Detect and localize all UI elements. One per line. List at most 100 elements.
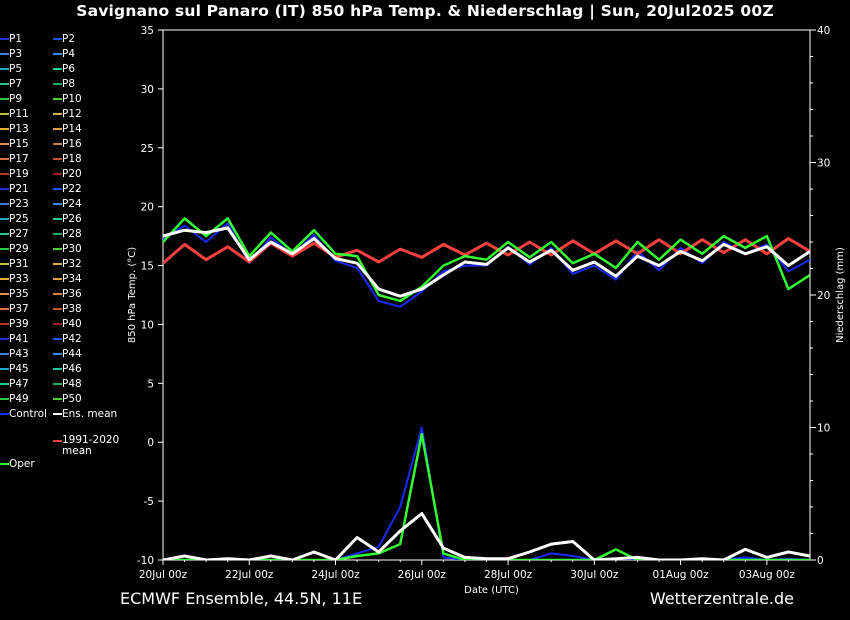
legend-label: P6 [62,63,76,75]
legend-swatch [53,248,62,250]
legend-label: P46 [62,363,82,375]
legend-swatch [53,188,62,190]
legend-label: P24 [62,198,82,210]
legend-swatch [0,383,9,385]
legend-label: P49 [9,393,29,405]
legend-swatch [0,68,9,70]
legend-swatch [53,128,62,130]
legend-label: P10 [62,93,82,105]
legend-label: P9 [9,93,23,105]
legend-swatch [0,38,9,40]
x-tick-label: 24Jul 00z [311,569,360,581]
plot-frame [162,29,811,561]
legend-swatch [53,440,62,442]
x-tick-label: 28Jul 00z [484,569,533,581]
legend-label: P32 [62,258,82,270]
y-tick-label: 0 [147,437,154,449]
legend-label: P28 [62,228,82,240]
legend-label: P11 [9,108,29,120]
y-tick-label: 35 [141,25,154,37]
y-tick-label: 15 [141,261,154,273]
legend-swatch [0,188,9,190]
legend-swatch [53,143,62,145]
legend-swatch [0,203,9,205]
legend-swatch [53,293,62,295]
legend-label: P37 [9,303,29,315]
legend-swatch [53,98,62,100]
legend-swatch [53,368,62,370]
x-tick-label: 01Aug 00z [653,569,710,581]
legend-label: P14 [62,123,82,135]
legend-label: Ens. mean [62,408,118,420]
x-tick-label: 22Jul 00z [225,569,274,581]
legend-label: P23 [9,198,29,210]
legend-label: P40 [62,318,82,330]
legend-swatch [53,173,62,175]
legend-label: P50 [62,393,82,405]
legend-label: P8 [62,78,76,90]
legend-label: P30 [62,243,82,255]
legend-swatch [0,53,9,55]
legend-label: P29 [9,243,29,255]
legend-swatch [53,68,62,70]
legend-label: P17 [9,153,29,165]
legend-swatch [0,323,9,325]
legend-swatch [53,233,62,235]
site-credit: Wetterzentrale.de [649,589,794,608]
legend-label: P38 [62,303,82,315]
legend-label: P45 [9,363,29,375]
legend-label: P35 [9,288,29,300]
legend-label: P42 [62,333,82,345]
legend-swatch [0,248,9,250]
legend-swatch [0,113,9,115]
legend-label: P25 [9,213,29,225]
y-tick-label: -10 [137,555,154,567]
x-axis-label: Date (UTC) [464,585,519,596]
legend-swatch [53,113,62,115]
y2-tick-label: 40 [817,25,830,37]
legend-swatch [53,53,62,55]
legend-swatch [0,278,9,280]
precip-control-line [163,426,810,560]
legend-swatch [0,98,9,100]
legend-label: P27 [9,228,29,240]
legend-label: P15 [9,138,29,150]
legend-swatch [53,323,62,325]
legend-swatch [0,308,9,310]
legend-label: P12 [62,108,82,120]
temp-ens-mean-line [163,226,810,298]
legend-swatch [0,263,9,265]
legend-label: P7 [9,78,23,90]
legend-label: P20 [62,168,82,180]
legend-swatch [0,368,9,370]
legend-swatch [0,398,9,400]
legend-label: P1 [9,33,23,45]
legend-label: P33 [9,273,29,285]
legend-label: P22 [62,183,82,195]
x-tick-label: 03Aug 00z [739,569,796,581]
legend: P1 P2 P3 P4 P5 P6 P7 P8 P9 P10 P11 P12 P13 P14 P15 P16 P… [0,30,135,470]
legend-label: Oper [9,457,35,470]
y2-tick-label: 0 [817,555,824,567]
legend-label: P21 [9,183,29,195]
legend-label: P18 [62,153,82,165]
legend-label: P19 [9,168,29,180]
y2-tick-label: 30 [817,158,830,170]
source-label: ECMWF Ensemble, 44.5N, 11E [120,589,363,608]
legend-label: P44 [62,348,82,360]
chart-title: Savignano sul Panaro (IT) 850 hPa Temp. … [76,2,774,20]
precip-ens-mean-line [163,512,810,560]
x-tick-label: 26Jul 00z [398,569,447,581]
legend-swatch [53,38,62,40]
legend-label: 1991-2020 mean [62,434,120,457]
legend-swatch [53,413,62,415]
x-tick-label: 20Jul 00z [139,569,188,581]
y-tick-label: 5 [147,378,154,390]
y-tick-label: 10 [141,319,154,331]
precip-oper-line [163,432,810,560]
legend-swatch [53,218,62,220]
legend-swatch [0,128,9,130]
legend-swatch [0,158,9,160]
legend-swatch [53,278,62,280]
